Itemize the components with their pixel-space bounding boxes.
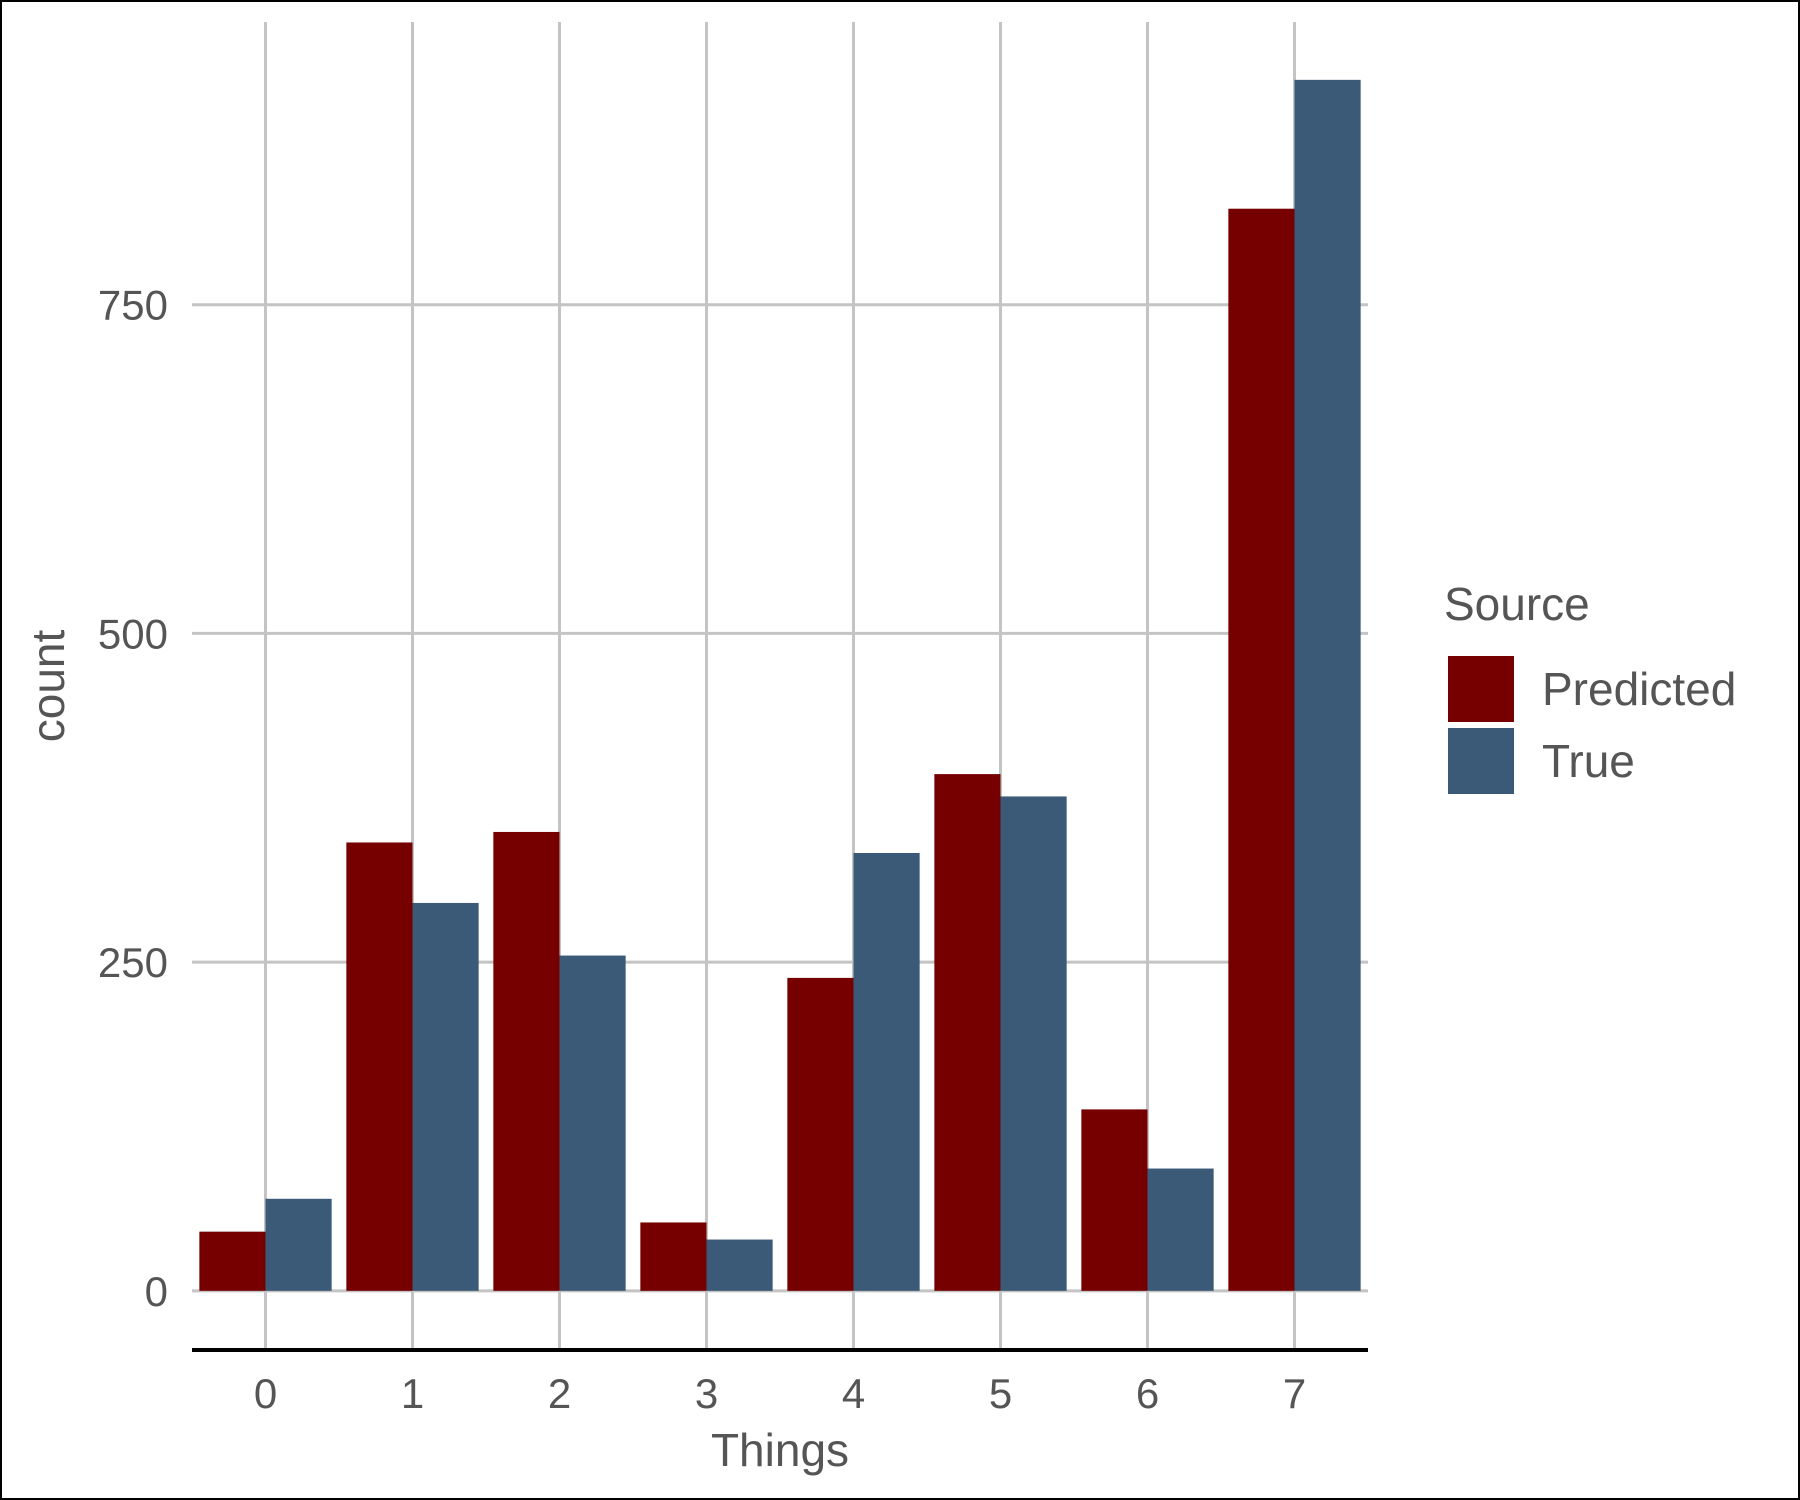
x-tick-label: 5 [989,1370,1012,1417]
bars [199,79,1361,1291]
tick-labels: 0 1 2 3 4 5 6 7 0 250 500 750 [98,282,1306,1417]
bar-predicted-1 [346,842,413,1291]
x-tick-label: 4 [842,1370,865,1417]
y-tick-label: 250 [98,939,168,986]
bar-true-5 [1000,796,1067,1291]
bar-true-1 [412,902,479,1291]
x-tick-label: 1 [401,1370,424,1417]
x-tick-label: 6 [1136,1370,1159,1417]
legend-swatch-true [1448,728,1514,794]
x-tick-label: 2 [548,1370,571,1417]
x-tick-label: 3 [695,1370,718,1417]
legend: Source Predicted True [1444,578,1736,794]
bar-predicted-7 [1228,208,1295,1291]
bar-true-4 [853,852,920,1291]
y-tick-label: 0 [145,1268,168,1315]
y-axis-title: count [22,630,74,743]
bar-predicted-4 [787,977,854,1291]
x-tick-label: 0 [254,1370,277,1417]
y-tick-label: 750 [98,282,168,329]
grid-lines [192,22,1368,1350]
x-tick-label: 7 [1283,1370,1306,1417]
bar-predicted-0 [199,1231,266,1291]
legend-label-true: True [1542,735,1635,787]
legend-swatch-predicted [1448,656,1514,722]
x-axis-title: Things [711,1424,849,1476]
legend-title: Source [1444,578,1590,630]
legend-label-predicted: Predicted [1542,663,1736,715]
bar-predicted-6 [1081,1109,1148,1291]
bar-predicted-5 [934,774,1001,1291]
bar-true-0 [265,1198,332,1291]
bar-true-6 [1147,1168,1214,1291]
bar-true-7 [1294,79,1361,1291]
bar-true-3 [706,1239,773,1291]
bar-true-2 [559,955,626,1291]
y-tick-label: 500 [98,610,168,657]
bar-predicted-3 [640,1222,707,1291]
bar-predicted-2 [493,831,560,1291]
